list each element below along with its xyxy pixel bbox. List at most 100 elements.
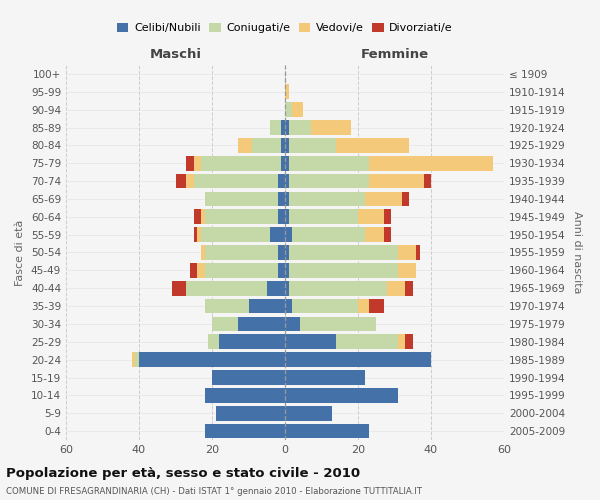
Bar bbox=[289, 210, 358, 224]
Bar bbox=[285, 138, 289, 152]
Bar bbox=[281, 156, 285, 170]
Bar bbox=[369, 174, 424, 188]
Bar bbox=[369, 156, 493, 170]
Bar bbox=[281, 138, 285, 152]
Bar bbox=[406, 334, 413, 349]
Bar bbox=[139, 352, 285, 367]
Bar bbox=[285, 388, 398, 402]
Bar bbox=[285, 245, 289, 260]
Bar bbox=[285, 228, 292, 242]
Bar bbox=[336, 138, 409, 152]
Y-axis label: Fasce di età: Fasce di età bbox=[16, 220, 25, 286]
Bar bbox=[289, 245, 398, 260]
Bar bbox=[358, 298, 369, 314]
Bar bbox=[212, 316, 238, 331]
Bar bbox=[285, 263, 289, 278]
Bar bbox=[132, 352, 136, 367]
Bar bbox=[205, 192, 278, 206]
Bar bbox=[398, 263, 416, 278]
Bar bbox=[289, 138, 336, 152]
Bar bbox=[271, 120, 281, 135]
Bar bbox=[176, 174, 187, 188]
Bar bbox=[248, 298, 285, 314]
Y-axis label: Anni di nascita: Anni di nascita bbox=[572, 211, 582, 294]
Bar bbox=[278, 210, 285, 224]
Bar bbox=[267, 281, 285, 295]
Bar bbox=[271, 228, 285, 242]
Bar bbox=[387, 281, 406, 295]
Bar bbox=[285, 352, 431, 367]
Bar bbox=[369, 298, 383, 314]
Bar bbox=[406, 281, 413, 295]
Bar bbox=[281, 120, 285, 135]
Bar bbox=[311, 120, 350, 135]
Bar bbox=[278, 245, 285, 260]
Bar bbox=[299, 316, 376, 331]
Bar bbox=[197, 228, 201, 242]
Bar bbox=[205, 298, 248, 314]
Bar bbox=[358, 210, 383, 224]
Bar bbox=[194, 156, 201, 170]
Bar bbox=[285, 406, 332, 420]
Bar bbox=[212, 370, 285, 385]
Bar bbox=[285, 102, 292, 117]
Bar bbox=[187, 174, 194, 188]
Text: COMUNE DI FRESAGRANDINARIA (CH) - Dati ISTAT 1° gennaio 2010 - Elaborazione TUTT: COMUNE DI FRESAGRANDINARIA (CH) - Dati I… bbox=[6, 488, 422, 496]
Bar bbox=[424, 174, 431, 188]
Bar bbox=[285, 174, 289, 188]
Bar bbox=[285, 156, 289, 170]
Bar bbox=[278, 263, 285, 278]
Bar bbox=[289, 174, 369, 188]
Bar bbox=[205, 210, 278, 224]
Bar bbox=[205, 388, 285, 402]
Bar bbox=[289, 281, 387, 295]
Bar bbox=[205, 424, 285, 438]
Bar bbox=[278, 192, 285, 206]
Bar bbox=[336, 334, 398, 349]
Bar bbox=[289, 120, 311, 135]
Bar bbox=[365, 228, 383, 242]
Bar bbox=[194, 210, 201, 224]
Bar bbox=[187, 281, 267, 295]
Bar bbox=[285, 192, 289, 206]
Bar bbox=[136, 352, 139, 367]
Bar bbox=[285, 120, 289, 135]
Bar bbox=[215, 406, 285, 420]
Bar bbox=[172, 281, 187, 295]
Bar bbox=[201, 228, 271, 242]
Bar bbox=[285, 298, 292, 314]
Bar bbox=[197, 263, 205, 278]
Bar bbox=[205, 263, 278, 278]
Bar bbox=[238, 138, 252, 152]
Bar bbox=[187, 156, 194, 170]
Bar bbox=[238, 316, 285, 331]
Bar bbox=[285, 210, 289, 224]
Bar bbox=[285, 334, 336, 349]
Bar bbox=[285, 424, 369, 438]
Bar bbox=[398, 245, 416, 260]
Text: Femmine: Femmine bbox=[361, 48, 428, 62]
Bar bbox=[194, 228, 197, 242]
Bar bbox=[292, 228, 365, 242]
Bar bbox=[201, 210, 205, 224]
Bar bbox=[252, 138, 281, 152]
Bar bbox=[285, 281, 289, 295]
Bar bbox=[289, 192, 365, 206]
Bar bbox=[285, 84, 289, 99]
Bar bbox=[201, 245, 205, 260]
Bar bbox=[208, 334, 220, 349]
Bar bbox=[383, 228, 391, 242]
Bar bbox=[201, 156, 281, 170]
Bar bbox=[398, 334, 406, 349]
Bar bbox=[365, 192, 402, 206]
Text: Popolazione per età, sesso e stato civile - 2010: Popolazione per età, sesso e stato civil… bbox=[6, 468, 360, 480]
Bar bbox=[285, 316, 299, 331]
Bar bbox=[278, 174, 285, 188]
Bar bbox=[383, 210, 391, 224]
Bar bbox=[205, 245, 278, 260]
Bar bbox=[292, 298, 358, 314]
Bar bbox=[402, 192, 409, 206]
Bar bbox=[194, 174, 278, 188]
Bar bbox=[285, 370, 365, 385]
Text: Maschi: Maschi bbox=[149, 48, 202, 62]
